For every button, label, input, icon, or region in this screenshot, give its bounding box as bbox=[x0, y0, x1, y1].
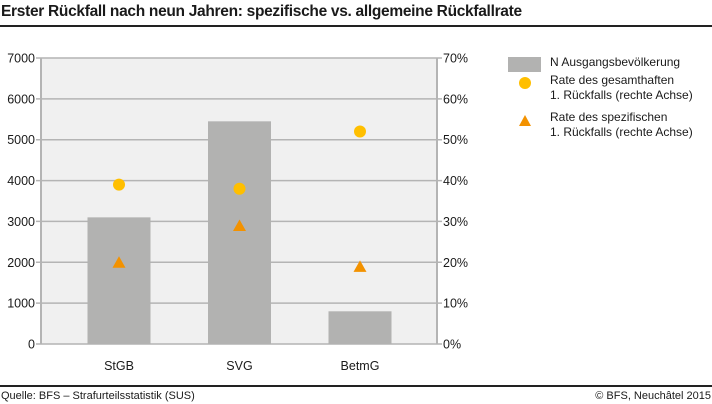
circle-marker-betmg bbox=[354, 125, 366, 138]
legend-item: Rate des gesamthaften 1. Rückfalls (recht… bbox=[505, 73, 712, 103]
category-label: SVG bbox=[226, 359, 252, 373]
triangle-marker-betmg bbox=[353, 260, 367, 272]
legend-item: N Ausgangsbevölkerung bbox=[505, 55, 712, 72]
right-axis-tick-label: 10% bbox=[443, 297, 468, 311]
left-axis-tick-label: 3000 bbox=[7, 215, 35, 229]
legend: N Ausgangsbevölkerung Rate des gesamthaft… bbox=[505, 55, 712, 147]
bar-betmg bbox=[328, 311, 392, 344]
legend-item: Rate des spezifischen 1. Rückfalls (recht… bbox=[505, 110, 712, 140]
left-axis-tick-label: 2000 bbox=[7, 256, 35, 270]
footer-divider bbox=[0, 385, 712, 387]
copyright-note: © BFS, Neuchâtel 2015 bbox=[595, 390, 711, 402]
legend-label: 1. Rückfalls (rechte Achse) bbox=[550, 125, 693, 139]
left-axis-tick-label: 5000 bbox=[7, 133, 35, 147]
bar-swatch-icon bbox=[508, 57, 541, 72]
right-axis-tick-label: 0% bbox=[443, 338, 461, 352]
legend-label: 1. Rückfalls (rechte Achse) bbox=[550, 88, 693, 102]
bar-svg bbox=[208, 121, 271, 344]
bar-stgb bbox=[87, 217, 151, 344]
left-axis-tick-label: 0 bbox=[28, 338, 35, 352]
left-axis-tick-label: 4000 bbox=[7, 174, 35, 188]
legend-label: N Ausgangsbevölkerung bbox=[550, 55, 681, 69]
right-axis-tick-label: 40% bbox=[443, 174, 468, 188]
title-divider bbox=[0, 25, 712, 27]
category-label: BetmG bbox=[341, 359, 380, 373]
right-axis-tick-label: 60% bbox=[443, 92, 468, 106]
legend-label: Rate des spezifischen bbox=[550, 110, 668, 124]
circle-marker-icon bbox=[519, 77, 531, 89]
right-axis-tick-label: 50% bbox=[443, 133, 468, 147]
left-axis-tick-label: 1000 bbox=[7, 297, 35, 311]
circle-marker-stgb bbox=[113, 178, 125, 191]
category-label: StGB bbox=[104, 359, 134, 373]
right-axis-tick-label: 30% bbox=[443, 215, 468, 229]
right-axis-tick-label: 20% bbox=[443, 256, 468, 270]
left-axis-tick-label: 7000 bbox=[7, 52, 35, 66]
left-axis-tick-label: 6000 bbox=[7, 92, 35, 106]
triangle-marker-stgb bbox=[112, 256, 126, 268]
chart-title: Erster Rückfall nach neun Jahren: spezif… bbox=[1, 3, 522, 20]
source-note: Quelle: BFS – Strafurteilsstatistik (SUS… bbox=[1, 390, 195, 402]
triangle-marker-svg bbox=[233, 219, 246, 232]
right-axis-tick-label: 70% bbox=[443, 52, 468, 66]
triangle-marker-icon bbox=[519, 115, 531, 126]
legend-label: Rate des gesamthaften bbox=[550, 73, 675, 87]
circle-marker-svg bbox=[233, 182, 246, 195]
